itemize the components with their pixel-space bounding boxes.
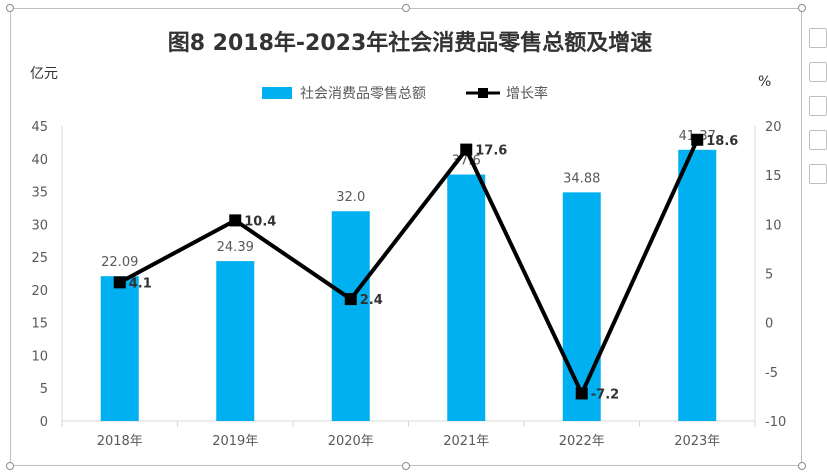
- x-tick-label: 2023年: [674, 434, 720, 449]
- y2-tick-label: -5: [765, 366, 778, 381]
- y-tick-label: 45: [31, 120, 48, 135]
- rate-data-label: 18.6: [706, 134, 738, 149]
- rate-marker: [460, 143, 473, 156]
- legend-label-line: 增长率: [506, 85, 548, 102]
- y-tick-label: 10: [31, 349, 48, 364]
- rate-data-label: -7.2: [591, 387, 619, 402]
- x-tick-label: 2021年: [443, 434, 489, 449]
- resize-handle-top-center[interactable]: [402, 4, 410, 12]
- bar-data-label: 32.0: [336, 190, 365, 205]
- resize-handle-bottom-center[interactable]: [402, 462, 410, 470]
- y2-tick-label: 20: [765, 120, 782, 135]
- resize-handle-bottom-right[interactable]: [798, 462, 806, 470]
- rate-data-label: 2.4: [360, 293, 383, 308]
- rate-labels-group: 4.1 10.4 2.4 17.6 -7.2 18.6: [129, 134, 739, 403]
- rate-marker: [691, 133, 704, 146]
- bar: [331, 211, 370, 421]
- x-tick-label: 2018年: [97, 434, 143, 449]
- rate-data-label: 4.1: [129, 276, 152, 291]
- rate-marker: [113, 276, 126, 289]
- bar-data-label: 22.09: [101, 255, 138, 270]
- rate-data-label: 17.6: [475, 144, 507, 159]
- y-axis-unit: 亿元: [30, 66, 58, 82]
- y-tick-label: 40: [31, 153, 48, 168]
- bar: [447, 174, 486, 421]
- y-tick-label: 35: [31, 186, 48, 201]
- legend-label-bars: 社会消费品零售总额: [300, 86, 426, 102]
- legend-swatch-marker: [478, 88, 488, 98]
- bar: [562, 192, 601, 421]
- resize-handle-top-right[interactable]: [798, 4, 806, 12]
- rate-marker: [575, 387, 588, 400]
- y2-tick-label: 10: [765, 218, 782, 233]
- bars-group: [100, 149, 717, 421]
- bar: [216, 261, 255, 421]
- rate-data-label: 10.4: [244, 214, 276, 229]
- chart-title: 图8 2018年-2023年社会消费品零售总额及增速: [168, 30, 653, 56]
- x-tick-label: 2019年: [212, 434, 258, 449]
- rate-marker: [229, 214, 242, 227]
- y2-tick-label: 15: [765, 169, 782, 184]
- y-tick-label: 20: [31, 284, 48, 299]
- bar: [100, 276, 139, 421]
- y2-tick-label: -10: [765, 415, 786, 430]
- y-tick-label: 25: [31, 251, 48, 266]
- y2-tick-label: 5: [765, 268, 773, 283]
- resize-handle-top-left[interactable]: [6, 4, 14, 12]
- rate-marker: [344, 293, 357, 306]
- y2-tick-label: 0: [765, 317, 773, 332]
- rate-line-group: [113, 133, 704, 400]
- y-tick-label: 5: [40, 382, 48, 397]
- bar-data-label: 24.39: [217, 240, 254, 255]
- axes-group: 0 5 10 15 20 25 30 35 40 45 -10 -5 0 5 10 15 20 2018年 2019…: [31, 120, 786, 449]
- x-tick-label: 2020年: [328, 434, 374, 449]
- y-tick-label: 0: [40, 415, 48, 430]
- y-tick-label: 15: [31, 317, 48, 332]
- rate-line: [118, 138, 700, 396]
- legend-swatch-bars: [262, 87, 292, 99]
- y2-axis-unit: %: [758, 74, 771, 90]
- bar: [678, 149, 717, 421]
- y-tick-label: 30: [31, 218, 48, 233]
- x-tick-label: 2022年: [559, 434, 605, 449]
- resize-handle-bottom-left[interactable]: [6, 462, 14, 470]
- bar-data-label: 34.88: [563, 171, 600, 186]
